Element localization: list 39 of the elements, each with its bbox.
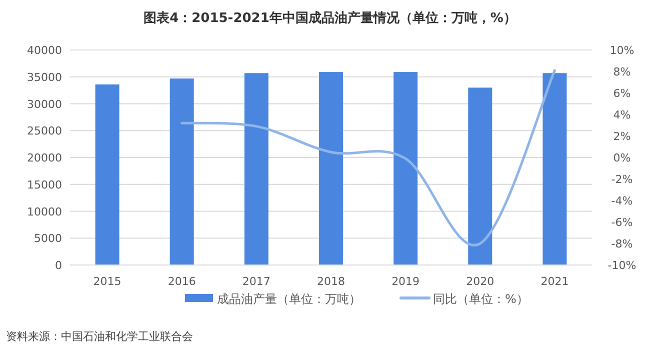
x-tick-label: 2016 <box>168 275 196 288</box>
bar <box>542 73 567 265</box>
y2-tick-label: 4% <box>613 108 631 122</box>
y2-tick-label: -4% <box>611 194 633 208</box>
y2-tick-label: 2% <box>613 130 631 143</box>
x-tick-label: 2015 <box>93 275 122 288</box>
y-tick-label: 40000 <box>27 44 62 57</box>
y-tick-label: 5000 <box>34 232 62 246</box>
chart-title: 图表4：2015-2021年中国成品油产量情况（单位：万吨，%） <box>144 10 516 26</box>
y2-tick-label: -2% <box>611 173 633 186</box>
y-tick-label: 20000 <box>27 152 62 164</box>
x-tick-label: 2017 <box>242 275 270 288</box>
y-tick-label: 0 <box>55 259 62 272</box>
bar <box>468 88 492 265</box>
text: 资料来源：中国石油和化学工业联合会 <box>6 330 193 343</box>
y2-tick-label: -10% <box>608 259 636 272</box>
y2-tick-label: 6% <box>613 87 631 100</box>
x-tick-label: 2021 <box>540 275 569 288</box>
legend-label: 同比（单位：%） <box>433 292 528 306</box>
y-tick-label: 10000 <box>27 205 62 218</box>
y-tick-label: 15000 <box>27 178 62 192</box>
y-tick-label: 25000 <box>27 124 62 138</box>
bar <box>170 78 194 265</box>
x-tick-label: 2018 <box>317 275 345 288</box>
y-tick-label: 35000 <box>27 70 62 84</box>
y2-tick-label: 8% <box>613 66 631 78</box>
y2-tick-label: 0% <box>613 152 631 164</box>
y2-tick-label: 10% <box>610 44 634 57</box>
y2-tick-label: -6% <box>611 216 633 229</box>
x-tick-label: 2020 <box>466 275 494 288</box>
bar <box>244 73 268 265</box>
legend-label: 成品油产量（单位：万吨） <box>217 292 361 306</box>
bar <box>95 84 120 265</box>
bar <box>319 72 343 265</box>
line-series <box>180 69 556 246</box>
y-tick-label: 30000 <box>27 98 62 111</box>
x-tick-label: 2019 <box>392 275 420 288</box>
bar <box>394 72 418 265</box>
y2-tick-label: -8% <box>611 238 633 250</box>
